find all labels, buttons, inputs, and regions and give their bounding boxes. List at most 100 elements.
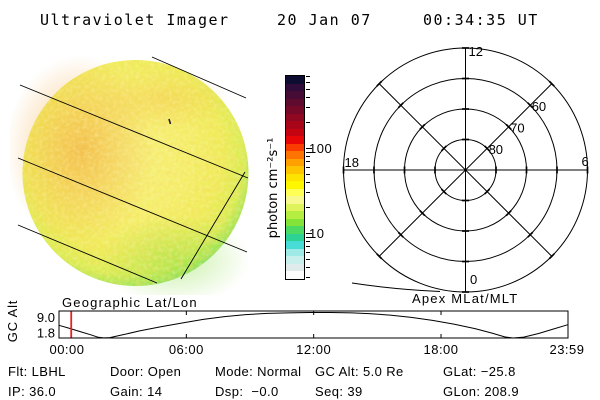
disk-grid-line: [17, 224, 158, 284]
disk-grid-line: [151, 56, 247, 99]
colorbar-step: [286, 271, 304, 279]
spoke-tick: [419, 210, 426, 217]
geographic-grid-lines: [17, 56, 249, 284]
colorbar-minor-tick: [306, 192, 310, 194]
colorbar-axis: 100 10: [285, 75, 332, 280]
spoke-tick: [548, 253, 555, 260]
status-field: Door: Open: [110, 364, 182, 379]
colorbar-step: [286, 263, 304, 272]
colorbar-step: [286, 241, 304, 249]
polar-hour-label: 6: [582, 154, 589, 169]
colorbar-minor-tick: [306, 151, 310, 153]
title-date: 20 Jan 07: [277, 11, 372, 29]
polar-hour-label: 12: [469, 44, 483, 59]
colorbar-minor-tick: [306, 277, 310, 279]
disk-grid-line: [19, 84, 249, 179]
disk-grid-line: [180, 171, 246, 280]
colorbar-step: [286, 211, 304, 219]
spoke-tick: [527, 231, 534, 238]
strip-frame: [58, 310, 569, 339]
colorbar-minor-tick: [306, 96, 310, 98]
colorbar-tick-label: 100: [309, 141, 333, 156]
colorbar-step: [286, 151, 304, 159]
spoke-tick: [376, 80, 383, 87]
colorbar-step: [286, 188, 304, 197]
colorbar-step: [286, 158, 304, 167]
status-field: Mode: Normal: [215, 364, 302, 379]
uv-disk-image: [10, 55, 250, 295]
spoke-tick: [376, 253, 383, 260]
spoke-tick: [505, 210, 512, 217]
y-tick-label: 1.8: [37, 326, 55, 341]
status-field: Seq: 39: [315, 384, 363, 399]
colorbar-minor-tick: [306, 246, 310, 248]
colorbar-step: [286, 203, 304, 212]
colorbar-step: [286, 143, 304, 152]
colorbar-step: [286, 91, 304, 99]
colorbar-unit-label: photon cm⁻²s⁻¹: [266, 137, 281, 239]
colorbar-step: [286, 136, 304, 144]
polar-mlat-label: 70: [510, 120, 524, 135]
colorbar-step: [286, 113, 304, 122]
colorbar-step: [286, 83, 304, 92]
disk-artifact-mark: [168, 118, 172, 125]
gc-alt-curve: [58, 312, 569, 339]
title-time: 00:34:35 UT: [423, 11, 539, 29]
x-tick-label: 18:00: [423, 342, 458, 357]
polar-hour-label: 18: [345, 155, 359, 170]
spoke-tick: [440, 188, 448, 195]
polar-mlat-label: 80: [489, 142, 503, 157]
colorbar-minor-tick: [306, 107, 310, 109]
colorbar-step: [286, 196, 304, 204]
colorbar-minor-tick: [306, 166, 310, 168]
colorbar-minor-tick: [306, 76, 310, 78]
status-row-2: IP: 36.0 Gain: 14 Dsp: −0.0 Seq: 39 GLon: 20…: [0, 384, 600, 399]
colorbar-step: [286, 256, 304, 264]
x-tick-label: 06:00: [169, 342, 204, 357]
apex-caption: Apex MLat/MLT: [412, 291, 519, 306]
colorbar-minor-tick: [306, 81, 310, 83]
polar-mlat-label: 60: [532, 99, 546, 114]
status-field: Gain: 14: [110, 384, 163, 399]
colorbar-minor-tick: [306, 161, 310, 163]
title-instrument: Ultraviolet Imager: [40, 11, 230, 29]
colorbar-minor-tick: [306, 241, 310, 243]
status-field: GC Alt: 5.0 Re: [315, 364, 404, 379]
colorbar-step: [286, 76, 304, 84]
spoke-tick: [505, 123, 512, 130]
spoke-tick: [397, 231, 404, 238]
colorbar-step: [286, 98, 304, 107]
colorbar-step: [286, 226, 304, 234]
spoke-tick: [397, 102, 404, 109]
colorbar-major-tick: [306, 148, 312, 149]
disk-grid-line: [17, 157, 248, 253]
colorbar-step: [286, 106, 304, 114]
x-tick-label: 23:59: [549, 342, 584, 357]
spoke-tick: [419, 123, 426, 130]
status-row-1: Flt: LBHL Door: Open Mode: Normal GC Alt: 5…: [0, 364, 600, 379]
disk-mottle-layer-2: [22, 60, 249, 286]
colorbar-minor-tick: [306, 236, 310, 238]
x-tick-label: 00:00: [49, 342, 84, 357]
colorbar-major-tick: [306, 233, 312, 234]
status-field: Flt: LBHL: [8, 364, 66, 379]
colorbar: [285, 75, 305, 280]
spoke-tick: [527, 102, 534, 109]
polar-lines: [342, 47, 589, 293]
colorbar-minor-tick: [306, 251, 310, 253]
gc-alt-chart: 9.0 1.8 00:00 06:00 12:00 18:00 23:59: [37, 310, 584, 357]
polar-hour-label: 0: [470, 272, 477, 287]
spoke-tick: [440, 145, 448, 152]
colorbar-step: [286, 128, 304, 137]
colorbar-tick-label: 10: [309, 226, 325, 241]
spoke-tick: [548, 80, 555, 87]
status-field: GLon: 208.9: [443, 384, 519, 399]
colorbar-minor-tick: [306, 258, 310, 260]
colorbar-step: [286, 166, 304, 174]
colorbar-minor-tick: [306, 173, 310, 175]
colorbar-minor-tick: [306, 156, 310, 158]
colorbar-minor-tick: [306, 88, 310, 90]
spoke-tick: [483, 145, 491, 152]
colorbar-step: [286, 248, 304, 257]
